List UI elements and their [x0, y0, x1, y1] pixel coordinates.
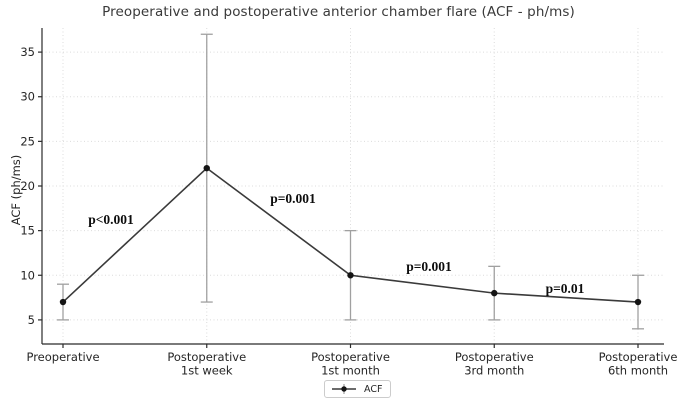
- legend-marker: [341, 386, 347, 392]
- x-tick-label: 6th month: [608, 364, 668, 378]
- legend-label: ACF: [364, 383, 383, 395]
- p-value-annotation: p<0.001: [88, 212, 134, 227]
- x-tick-label: 1st week: [181, 364, 233, 378]
- x-tick-label: Postoperative: [599, 350, 677, 364]
- data-point-marker: [491, 289, 498, 297]
- data-point-marker: [634, 298, 642, 306]
- data-point-marker: [203, 164, 210, 172]
- x-tick-label: Postoperative: [455, 350, 534, 364]
- x-tick-label: Preoperative: [26, 350, 99, 364]
- y-tick-label: 5: [28, 313, 35, 327]
- errorbar-legend-icon: [332, 384, 356, 394]
- p-value-annotation: p=0.001: [270, 191, 316, 206]
- y-tick-label: 25: [20, 134, 35, 148]
- y-tick-label: 15: [20, 224, 35, 238]
- chart-title: Preoperative and postoperative anterior …: [102, 4, 575, 20]
- x-tick-label: 3rd month: [464, 364, 524, 378]
- y-tick-label: 10: [20, 268, 35, 282]
- p-value-annotation: p=0.01: [546, 281, 585, 296]
- y-tick-label: 20: [20, 179, 35, 193]
- y-tick-label: 30: [20, 90, 35, 104]
- data-point-marker: [59, 298, 67, 306]
- x-tick-label: 1st month: [321, 364, 380, 378]
- p-value-annotation: p=0.001: [406, 259, 452, 274]
- x-tick-label: Postoperative: [311, 350, 390, 364]
- x-tick-label: Postoperative: [167, 350, 246, 364]
- y-tick-label: 35: [20, 45, 35, 59]
- data-point-marker: [347, 272, 354, 279]
- legend: ACF: [324, 380, 392, 398]
